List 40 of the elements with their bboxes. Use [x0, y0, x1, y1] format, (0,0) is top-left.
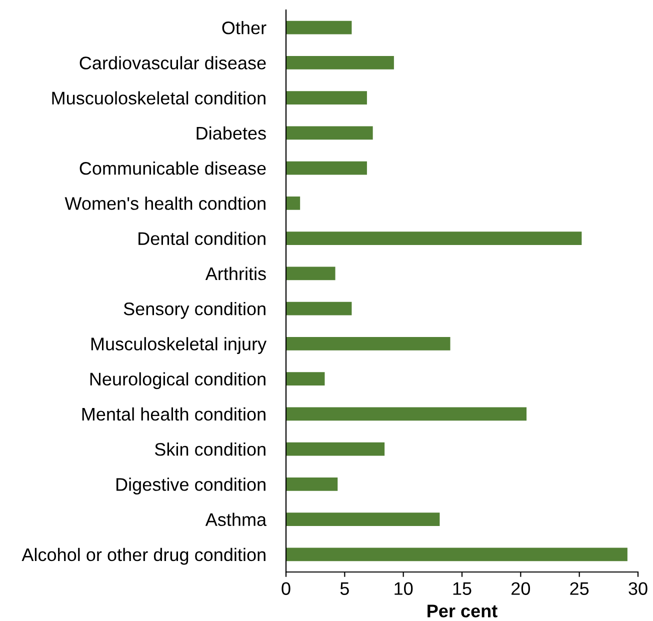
- y-tick-label: Dental condition: [138, 232, 266, 246]
- y-tick-label: Muscuoloskeletal condition: [52, 91, 266, 105]
- y-tick-label: Digestive condition: [116, 478, 266, 494]
- bar: [286, 337, 450, 350]
- y-tick-label: Women's health condtion: [64, 196, 266, 210]
- bar: [286, 161, 367, 175]
- bar: [286, 442, 385, 456]
- x-tick-label: 5: [340, 582, 349, 595]
- y-tick-label: Asthma: [205, 512, 267, 526]
- x-tick-label: 25: [570, 582, 589, 595]
- bar: [286, 372, 325, 386]
- y-tick-label: Musculoskeletal injury: [91, 337, 267, 354]
- bar: [286, 232, 582, 245]
- x-tick-label: 20: [512, 582, 530, 595]
- y-tick-label: Skin condition: [154, 442, 266, 456]
- x-tick-label: 0: [282, 582, 290, 595]
- x-tick-label: 10: [394, 582, 413, 595]
- y-tick-label: Other: [222, 21, 266, 34]
- bar: [286, 478, 338, 491]
- bar: [286, 91, 367, 104]
- bar: [286, 407, 527, 421]
- y-tick-label: Arthritis: [205, 266, 266, 280]
- bar: [286, 266, 336, 280]
- y-tick-label: Mental health condition: [82, 407, 266, 421]
- y-tick-label: Sensory condition: [124, 302, 266, 319]
- bar: [286, 196, 300, 210]
- y-tick-label: Communicable disease: [80, 162, 266, 175]
- x-tick-label: 15: [453, 582, 472, 595]
- bar: [286, 548, 628, 562]
- bar: [286, 56, 394, 70]
- y-tick-label: Diabetes: [196, 126, 266, 140]
- bar: [286, 126, 373, 140]
- bar: [286, 512, 440, 526]
- y-tick-label: Cardiovascular disease: [80, 56, 266, 70]
- bar: [286, 20, 352, 34]
- bar: [286, 302, 352, 316]
- x-tick-label: 30: [628, 582, 648, 595]
- y-tick-label: Alcohol or other drug condition: [22, 548, 266, 565]
- x-axis-title: Per cent: [428, 604, 498, 618]
- y-tick-label: Neurological condition: [90, 372, 266, 390]
